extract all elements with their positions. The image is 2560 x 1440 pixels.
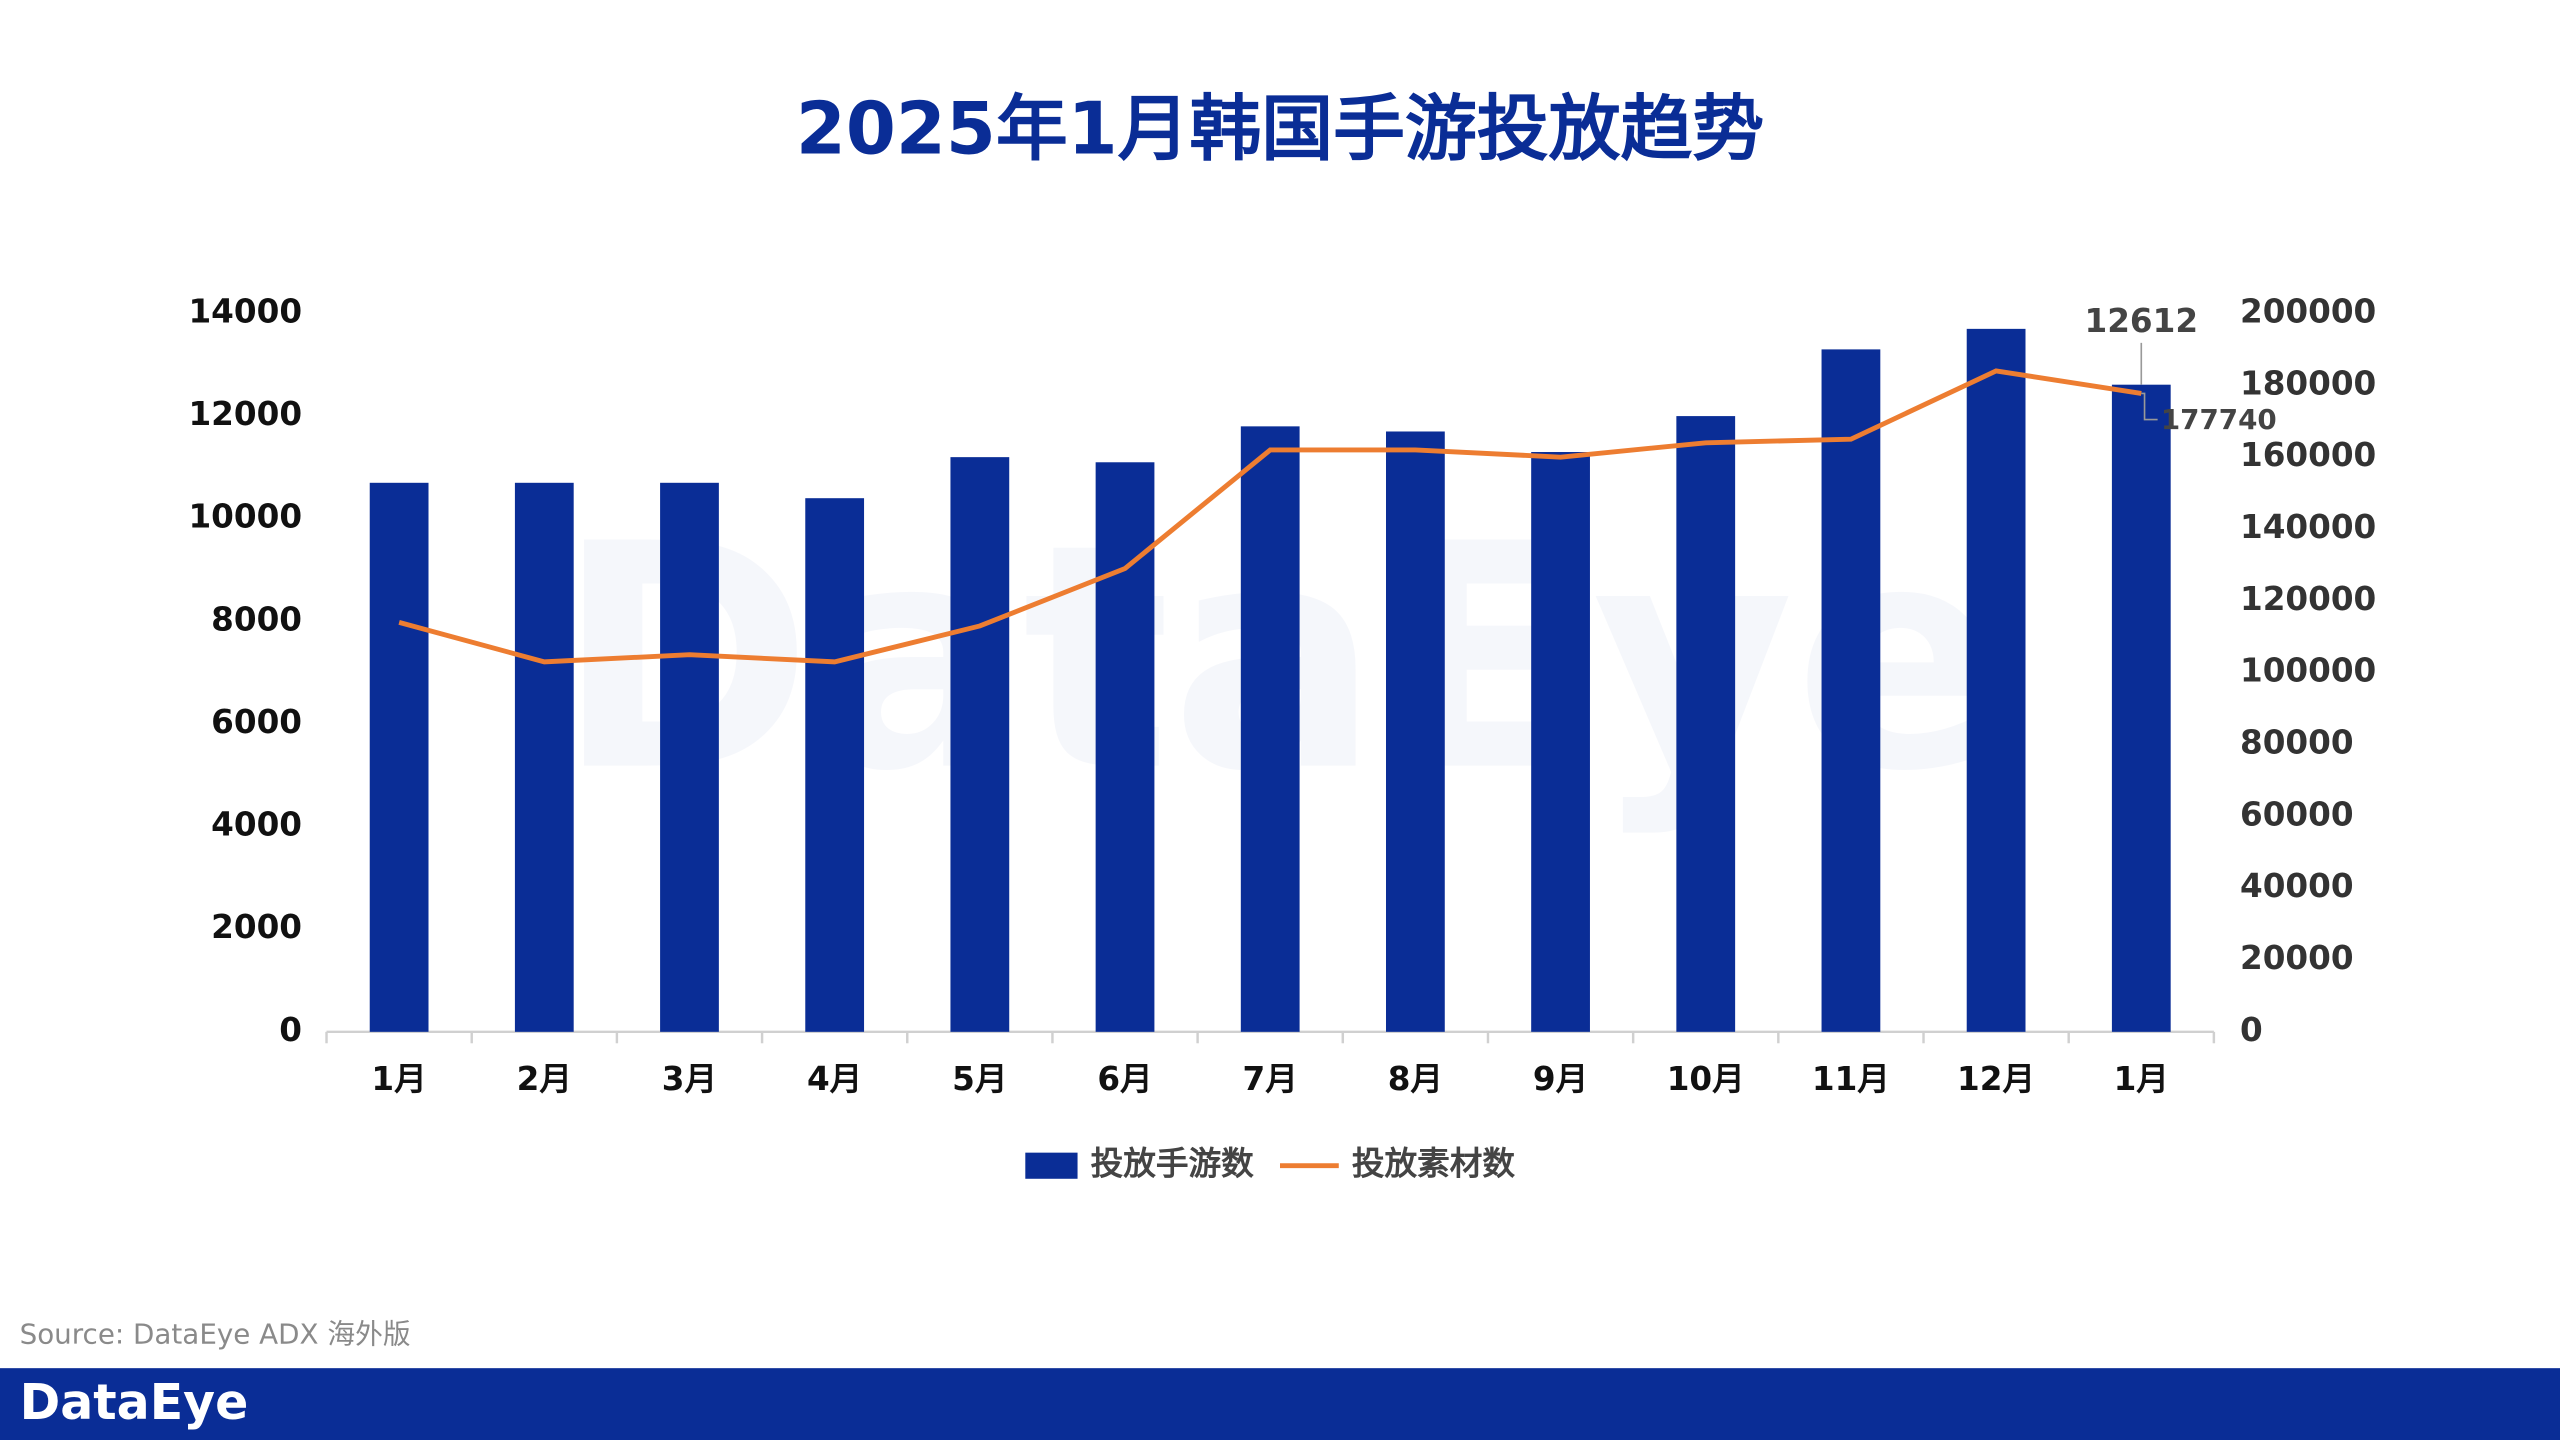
x-tick-label: 9月 [1533, 1060, 1588, 1098]
y-tick-label: 14000 [188, 292, 302, 330]
x-tick-label: 10月 [1667, 1060, 1745, 1098]
bar [369, 482, 429, 1032]
x-tick-label: 8月 [1388, 1060, 1443, 1098]
x-tick-label: 7月 [1243, 1060, 1298, 1098]
y-tick-label: 8000 [211, 600, 302, 638]
bar [514, 482, 574, 1032]
y-tick-label: 0 [279, 1011, 302, 1049]
label-leader [2141, 392, 2158, 421]
bar [1821, 349, 1881, 1032]
bar [805, 498, 865, 1032]
footer-band [0, 1368, 2560, 1440]
y2-tick-label: 20000 [2240, 939, 2354, 977]
y-tick-label: 10000 [188, 498, 302, 536]
y-tick-label: 12000 [188, 395, 302, 433]
y2-tick-label: 60000 [2240, 795, 2354, 833]
x-tick-label: 5月 [952, 1060, 1007, 1098]
bar [1095, 462, 1155, 1032]
y2-tick-label: 80000 [2240, 723, 2354, 761]
x-tick-label: 2月 [517, 1060, 572, 1098]
bar [1966, 328, 2026, 1032]
y2-tick-label: 160000 [2240, 436, 2376, 474]
legend-label: 投放手游数 [1091, 1145, 1255, 1183]
source-note: Source: DataEye ADX 海外版 [20, 1318, 411, 1351]
bar [950, 457, 1010, 1032]
x-tick-label: 6月 [1097, 1060, 1152, 1098]
y2-tick-label: 0 [2240, 1011, 2263, 1049]
y2-tick-label: 140000 [2240, 508, 2376, 546]
y-tick-label: 4000 [211, 806, 302, 844]
data-label: 177740 [2161, 403, 2277, 436]
x-tick-label: 4月 [807, 1060, 862, 1098]
y2-tick-label: 40000 [2240, 867, 2354, 905]
y2-tick-label: 120000 [2240, 580, 2376, 618]
legend-label: 投放素材数 [1352, 1145, 1516, 1183]
y2-tick-label: 180000 [2240, 364, 2376, 402]
bar [1531, 452, 1590, 1032]
legend-swatch [1025, 1152, 1078, 1179]
data-label: 12612 [2085, 302, 2199, 340]
bar [2111, 384, 2171, 1032]
x-tick-label: 1月 [2114, 1060, 2169, 1098]
brand-logo: DataEye [20, 1374, 249, 1431]
x-tick-label: 12月 [1957, 1060, 2035, 1098]
x-tick-label: 1月 [371, 1060, 426, 1098]
chart-title: 2025年1月韩国手游投放趋势 [796, 86, 1764, 170]
bar [1676, 416, 1736, 1032]
line [398, 368, 2142, 665]
bar [1385, 431, 1445, 1032]
x-tick-label: 11月 [1812, 1060, 1890, 1098]
y2-tick-label: 200000 [2240, 292, 2376, 330]
y2-tick-label: 100000 [2240, 652, 2376, 690]
bar [660, 482, 719, 1032]
bar [1240, 426, 1300, 1032]
x-tick-label: 3月 [662, 1060, 717, 1098]
y-tick-label: 6000 [211, 703, 302, 741]
y-tick-label: 2000 [211, 908, 302, 946]
